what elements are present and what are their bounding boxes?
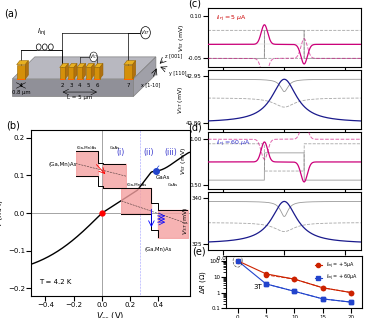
X-axis label: $B$ (T): $B$ (T) [275,262,293,272]
Y-axis label: $\Delta R$ ($\Omega$): $\Delta R$ ($\Omega$) [198,270,208,294]
Text: (a): (a) [4,9,17,18]
Text: $V_{3T}$: $V_{3T}$ [140,28,151,37]
Text: 7: 7 [127,83,130,88]
Polygon shape [94,79,100,80]
Text: (Ga,Mn)As: (Ga,Mn)As [48,162,77,167]
Polygon shape [94,64,103,67]
Y-axis label: $V_{57}$ (mV): $V_{57}$ (mV) [177,23,186,52]
Text: $I_{\rm inj} = 5\ \mu$A: $I_{\rm inj} = 5\ \mu$A [216,14,247,24]
$I_{\rm inj} = +60\mu$A [292,289,297,293]
$I_{\rm inj} = +60\mu$A [321,297,325,301]
Polygon shape [74,64,77,79]
Polygon shape [91,64,94,79]
$I_{\rm inj} = +5\mu$A [264,272,268,276]
Text: 6: 6 [95,83,99,88]
Text: y [110]: y [110] [169,71,186,76]
Polygon shape [68,64,77,67]
Text: (i): (i) [116,148,124,157]
Text: L = 5 μm: L = 5 μm [67,95,92,100]
Text: (iii): (iii) [164,148,177,157]
Polygon shape [86,79,91,80]
Text: T = 4.2 K: T = 4.2 K [39,279,71,285]
Circle shape [141,27,151,39]
Legend: $I_{\rm inj} = +5\mu$A, $I_{\rm inj} = +60\mu$A: $I_{\rm inj} = +5\mu$A, $I_{\rm inj} = +… [313,259,360,285]
Text: z [001]: z [001] [165,53,183,58]
Polygon shape [68,79,74,80]
Polygon shape [60,67,65,79]
Polygon shape [94,67,100,79]
Polygon shape [17,65,25,79]
Text: 3: 3 [70,83,73,88]
Polygon shape [12,57,156,79]
$I_{\rm inj} = +60\mu$A [349,300,353,304]
Text: 0.8 μm: 0.8 μm [12,90,30,95]
$I_{\rm inj} = +60\mu$A [236,259,240,263]
Line: $I_{\rm inj} = +5\mu$A: $I_{\rm inj} = +5\mu$A [236,259,353,295]
Text: x [1-10]: x [1-10] [141,82,160,87]
$I_{\rm inj} = +60\mu$A [264,282,268,286]
Polygon shape [77,79,82,80]
Text: (b): (b) [6,121,20,131]
Text: (d): (d) [188,123,202,133]
$I_{\rm inj} = +5\mu$A [236,259,240,263]
Polygon shape [77,67,82,79]
Polygon shape [25,61,28,79]
Text: (ii): (ii) [144,148,154,157]
Polygon shape [133,57,156,96]
Text: 1: 1 [19,83,23,88]
Text: GaAs: GaAs [156,175,170,180]
Polygon shape [12,79,133,96]
Polygon shape [60,79,65,80]
Polygon shape [124,65,132,79]
Polygon shape [65,64,68,79]
Polygon shape [86,67,91,79]
$I_{\rm inj} = +5\mu$A [349,291,353,294]
Polygon shape [100,64,103,79]
Polygon shape [17,61,28,65]
Y-axis label: $V_{3T}$ (mV): $V_{3T}$ (mV) [181,207,190,235]
Text: 3T: 3T [254,284,262,289]
Text: $I_{\rm inj} = 60\ \mu$A: $I_{\rm inj} = 60\ \mu$A [216,139,251,149]
Polygon shape [82,64,86,79]
Polygon shape [68,67,74,79]
Polygon shape [60,64,68,67]
Y-axis label: $V_{3T}$ (mV): $V_{3T}$ (mV) [176,85,184,114]
Line: $I_{\rm inj} = +60\mu$A: $I_{\rm inj} = +60\mu$A [236,259,353,304]
Text: (e): (e) [192,247,206,257]
Text: $V_{57}$: $V_{57}$ [89,52,98,61]
Y-axis label: $I$ (mA): $I$ (mA) [0,200,5,226]
Text: (Ga,Mn)As: (Ga,Mn)As [144,247,172,252]
Text: 4: 4 [78,83,82,88]
Polygon shape [132,61,136,79]
Circle shape [90,52,98,62]
Polygon shape [124,79,132,80]
Polygon shape [124,61,136,65]
Text: $I_{\rm inj}$: $I_{\rm inj}$ [37,27,46,38]
Text: 5: 5 [87,83,90,88]
Text: 2: 2 [61,83,64,88]
Polygon shape [86,64,94,67]
$I_{\rm inj} = +5\mu$A [292,277,297,281]
Polygon shape [77,64,86,67]
Y-axis label: $V_{57}$ (mV): $V_{57}$ (mV) [179,147,188,175]
$I_{\rm inj} = +5\mu$A [321,286,325,290]
Text: (c): (c) [188,0,201,9]
Polygon shape [17,79,25,80]
X-axis label: $V_{sc}$ (V): $V_{sc}$ (V) [96,311,125,318]
